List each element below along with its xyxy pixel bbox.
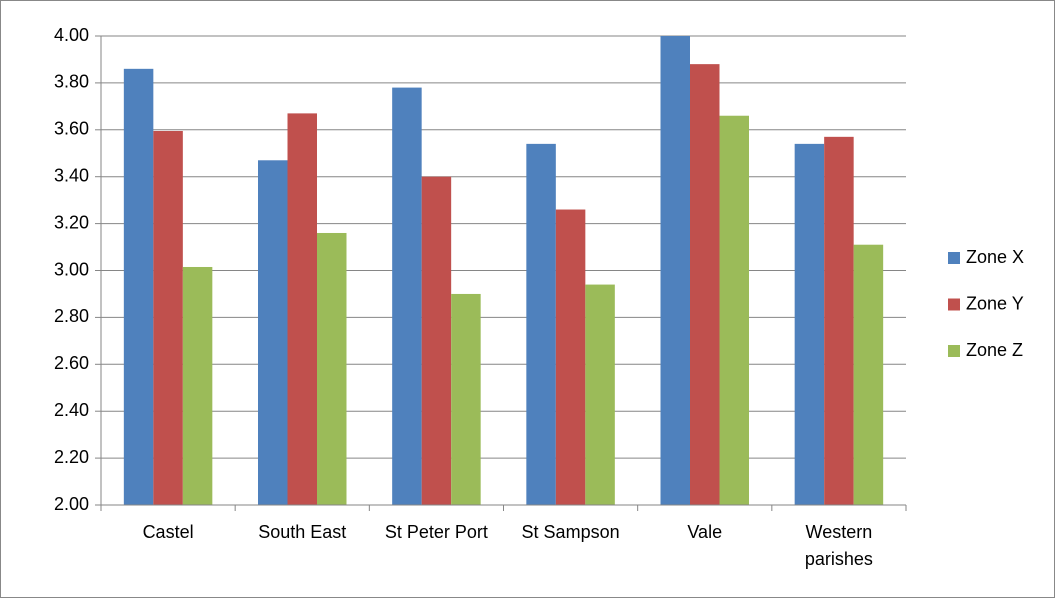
y-tick-label: 3.80 xyxy=(54,72,89,92)
x-tick-label: Vale xyxy=(687,522,723,542)
bar xyxy=(451,293,481,505)
x-tick-label: Western parishes xyxy=(804,522,873,569)
bar xyxy=(853,244,884,505)
legend-swatch xyxy=(948,252,960,264)
bar xyxy=(555,209,586,505)
x-tick-label: St Peter Port xyxy=(384,522,488,542)
legend-label: Zone X xyxy=(966,247,1024,267)
bar xyxy=(824,136,854,505)
x-tick-label: South East xyxy=(258,522,347,542)
bar xyxy=(182,266,213,505)
y-tick-label: 3.60 xyxy=(54,119,89,139)
bar xyxy=(287,113,317,505)
bar xyxy=(392,87,422,505)
x-tick-label: St Sampson xyxy=(521,522,620,542)
y-tick-label: 2.60 xyxy=(54,353,89,373)
legend-label: Zone Y xyxy=(966,293,1024,313)
bar xyxy=(719,115,749,505)
bar xyxy=(660,36,690,505)
y-tick-label: 3.00 xyxy=(54,259,89,279)
bar xyxy=(526,143,556,505)
bar xyxy=(153,130,183,505)
y-tick-label: 2.00 xyxy=(54,494,89,514)
x-tick-label: Castel xyxy=(142,522,194,542)
legend-swatch xyxy=(948,298,960,311)
legend-label: Zone Z xyxy=(966,340,1023,360)
bar xyxy=(258,160,288,505)
bar xyxy=(585,284,615,505)
bar xyxy=(123,68,154,505)
y-tick-label: 4.00 xyxy=(54,25,89,45)
bar xyxy=(317,232,347,506)
bar xyxy=(421,176,452,505)
bar xyxy=(690,64,720,505)
y-tick-label: 2.80 xyxy=(54,306,89,326)
y-tick-label: 2.20 xyxy=(54,447,89,467)
bar xyxy=(794,143,825,505)
y-tick-label: 2.40 xyxy=(54,400,89,420)
y-tick-label: 3.20 xyxy=(54,212,89,232)
legend-swatch xyxy=(948,345,960,357)
y-tick-label: 3.40 xyxy=(54,165,89,185)
